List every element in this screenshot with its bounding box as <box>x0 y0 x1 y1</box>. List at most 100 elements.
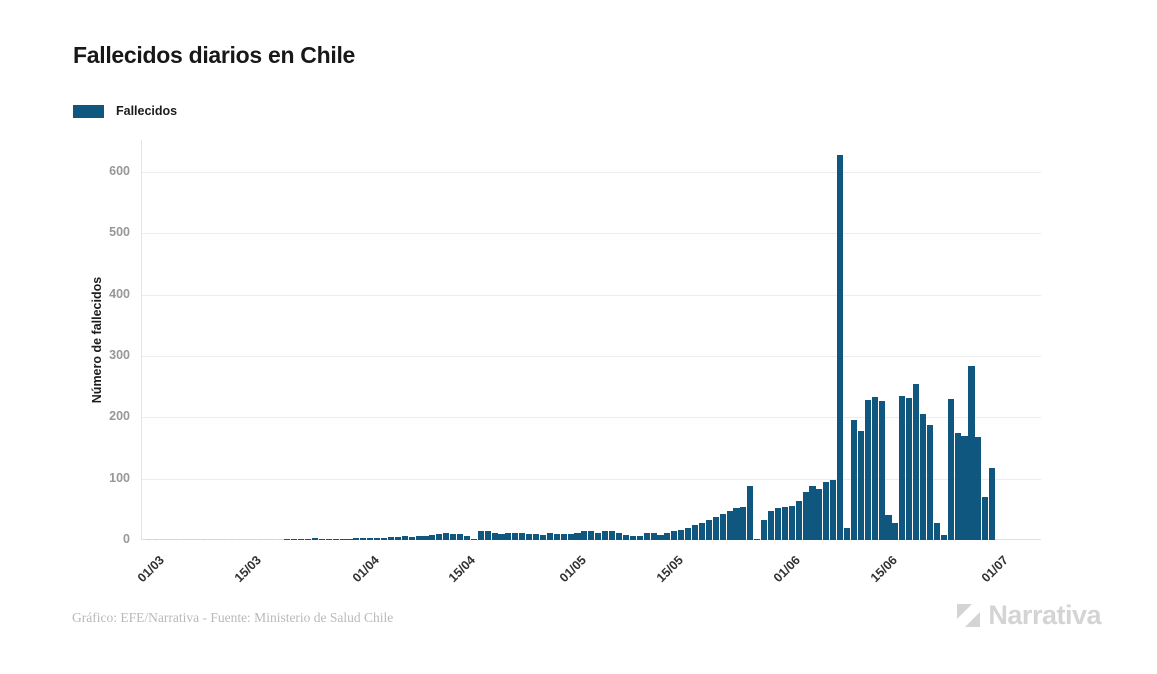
bar <box>850 419 858 540</box>
legend-label: Fallecidos <box>116 104 178 118</box>
bar <box>864 400 871 540</box>
bar <box>982 497 989 540</box>
bar <box>719 513 726 540</box>
bar <box>519 533 526 540</box>
bar <box>401 536 408 540</box>
bar <box>913 383 920 540</box>
bar <box>470 538 477 540</box>
bar <box>837 154 844 540</box>
bar <box>477 530 484 540</box>
bar <box>484 531 491 540</box>
bar <box>215 538 222 540</box>
bar <box>636 535 643 540</box>
gridline <box>142 233 1041 235</box>
bar <box>698 522 705 540</box>
x-tick-label: 15/04 <box>446 553 479 586</box>
gridline <box>142 294 1041 296</box>
bar <box>173 538 180 540</box>
y-tick-label: 300 <box>109 348 130 362</box>
y-tick-label: 600 <box>109 164 130 179</box>
bar <box>761 520 768 540</box>
x-tick-label: 01/06 <box>771 553 804 586</box>
bar <box>415 536 422 540</box>
gridline <box>142 172 1041 174</box>
bar <box>325 538 332 540</box>
gridline <box>142 478 1041 480</box>
bar <box>311 538 318 540</box>
bar <box>367 538 374 540</box>
source-credit: Gráfico: EFE/Narrativa - Fuente: Ministe… <box>72 610 394 625</box>
bar <box>228 538 236 540</box>
bar <box>968 366 975 540</box>
x-tick-label: 15/05 <box>653 553 686 586</box>
bar <box>664 533 671 540</box>
bar <box>871 397 878 540</box>
bar <box>498 534 505 540</box>
bar <box>657 535 664 540</box>
narrativa-logo: Narrativa <box>956 600 1101 631</box>
bar <box>387 536 394 540</box>
y-tick-label: 400 <box>109 286 130 301</box>
bar <box>622 535 629 540</box>
chart-title: Fallecidos diarios en Chile <box>73 42 356 68</box>
bar <box>463 535 470 540</box>
bar <box>526 534 533 540</box>
y-tick-label: 0 <box>123 532 130 546</box>
bar <box>643 533 650 540</box>
bar <box>505 533 512 540</box>
bar <box>277 538 284 540</box>
bar <box>360 538 367 540</box>
bar <box>394 536 401 540</box>
bar <box>146 538 153 540</box>
bar <box>602 530 609 540</box>
bar <box>615 532 623 540</box>
y-tick-label: 100 <box>109 470 130 485</box>
bar <box>443 532 450 540</box>
narrativa-logo-mark <box>957 604 981 627</box>
bar <box>346 538 353 540</box>
bar <box>374 537 381 540</box>
bar <box>422 535 429 540</box>
bar <box>650 533 657 540</box>
legend: Fallecidos <box>73 104 177 118</box>
bar <box>152 538 159 540</box>
bar <box>740 506 747 540</box>
bar <box>712 516 719 540</box>
bar <box>553 534 560 540</box>
bar <box>954 432 961 540</box>
bar <box>609 530 616 540</box>
bar <box>318 538 325 540</box>
bar <box>256 538 263 540</box>
gridline <box>142 417 1041 419</box>
bar <box>747 486 754 540</box>
bar <box>491 533 498 540</box>
bar <box>408 536 415 540</box>
bar <box>353 537 360 540</box>
x-tick-label: 15/06 <box>867 553 900 586</box>
bar <box>332 538 339 540</box>
bar <box>187 538 194 540</box>
bar <box>270 538 277 540</box>
bar <box>166 538 173 540</box>
narrativa-logo-text: Narrativa <box>988 600 1101 630</box>
bar <box>975 436 982 540</box>
bar <box>767 510 775 540</box>
bar <box>512 532 519 540</box>
bar <box>961 435 968 540</box>
plot-area: 0 100 200 300 400 500 600 01/03 15/03 01/04 15/04 0… <box>109 140 1041 585</box>
bar <box>159 538 166 540</box>
bar <box>533 534 540 540</box>
legend-swatch <box>73 104 104 118</box>
bar <box>878 401 885 540</box>
bar <box>222 538 229 540</box>
bar <box>235 538 242 540</box>
bar <box>208 538 215 540</box>
bar <box>291 538 298 540</box>
bar <box>809 486 816 540</box>
bar <box>284 538 291 540</box>
bar <box>263 538 270 540</box>
bar <box>242 538 249 540</box>
bar <box>678 529 685 540</box>
bar <box>691 525 699 540</box>
